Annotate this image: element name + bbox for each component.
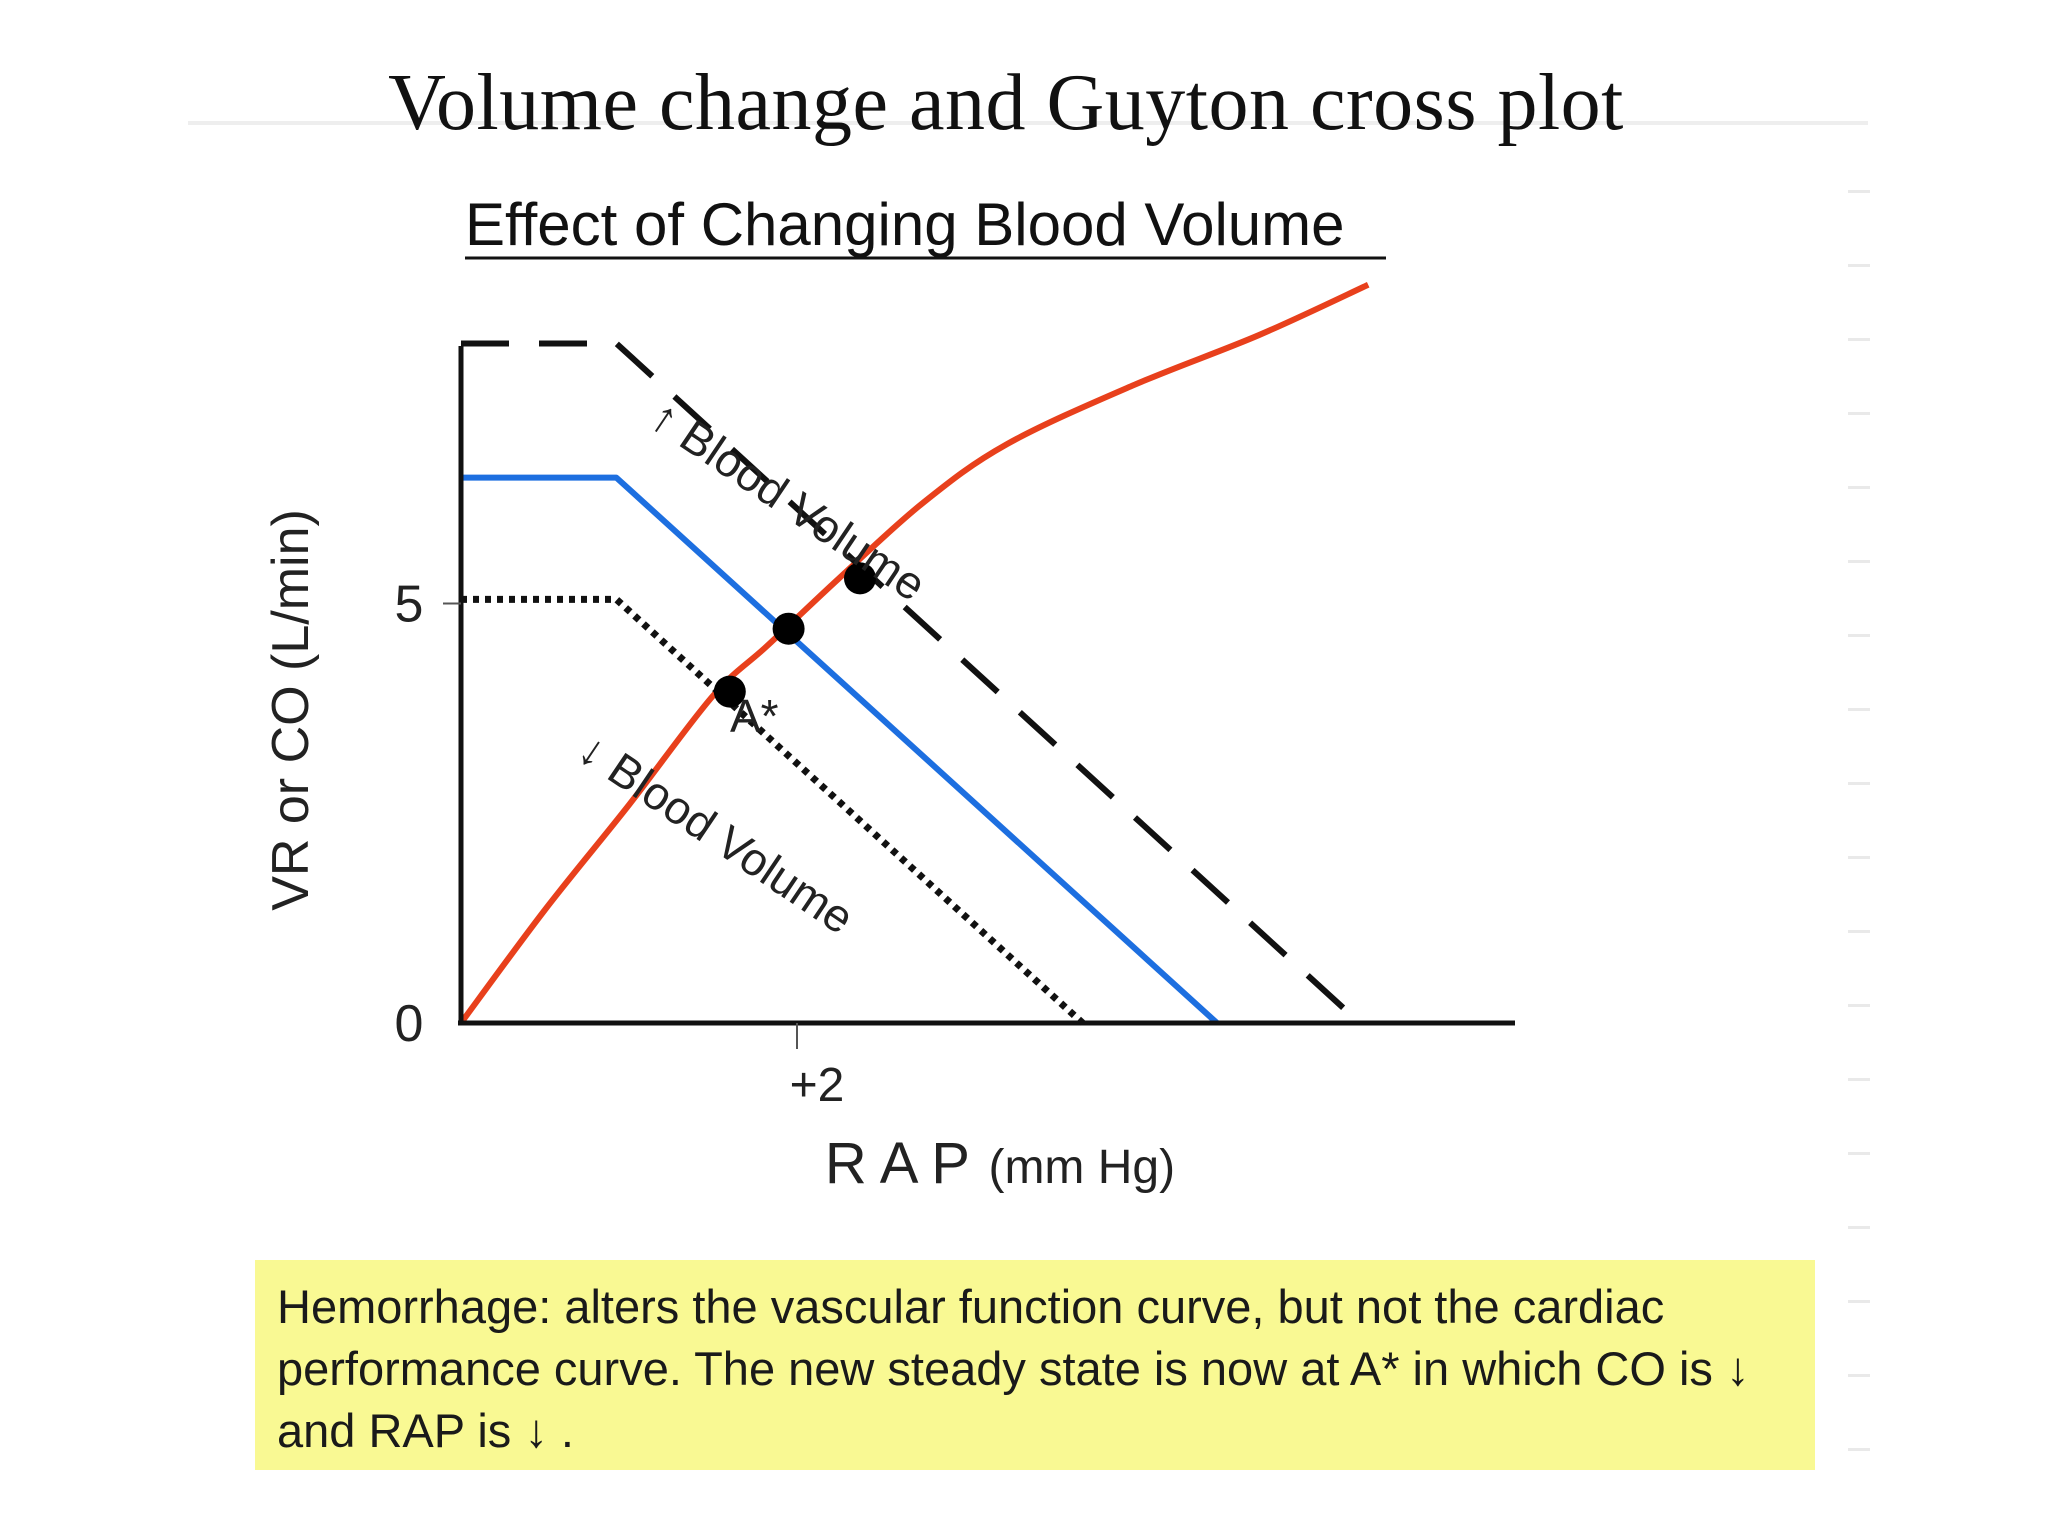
edge-mark: [1848, 782, 1870, 785]
decreased-volume-curve: [461, 595, 1085, 1026]
edge-mark: [1848, 560, 1870, 563]
edge-mark: [1848, 190, 1870, 193]
edge-mark: [1848, 634, 1870, 637]
equilibrium-point: [772, 612, 805, 645]
slide-title: Volume change and Guyton cross plot: [388, 59, 1624, 147]
slide-edge-marks: [1848, 190, 1870, 1480]
chart-title: Effect of Changing Blood Volume: [465, 191, 1345, 258]
explanation-note: Hemorrhage: alters the vascular function…: [255, 1260, 1815, 1470]
edge-mark: [1848, 856, 1870, 859]
x-axis-label-unit: (mm Hg): [988, 1141, 1175, 1194]
equilibrium-point-a-star: [713, 675, 746, 708]
edge-mark: [1848, 1448, 1870, 1451]
increase-blood-volume-label: ↑ Blood Volume: [641, 389, 935, 611]
edge-mark: [1848, 486, 1870, 489]
cardiac-function-curve: [458, 282, 1370, 1025]
edge-mark: [1848, 412, 1870, 415]
x-tick-label: +2: [790, 1059, 845, 1112]
edge-mark: [1848, 1374, 1870, 1377]
edge-mark: [1848, 338, 1870, 341]
tick-layer: 0 5 +2: [395, 576, 845, 1112]
equilibrium-point: [844, 562, 876, 595]
normal-vascular-function-curve: [461, 474, 1220, 1026]
series-layer: [458, 282, 1370, 1026]
edge-mark: [1848, 708, 1870, 711]
point-layer: [713, 562, 876, 708]
decrease-blood-volume-label: ↓ Blood Volume: [569, 722, 863, 944]
edge-mark: [1848, 1004, 1870, 1007]
title-underline-rule: [188, 121, 1868, 125]
increased-volume-curve: [461, 340, 1362, 1026]
x-axis-label: R A P (mm Hg): [825, 1131, 1175, 1196]
edge-mark: [1848, 1152, 1870, 1155]
point-a-star-label: A*: [730, 690, 779, 742]
guyton-cross-plot-chart: Effect of Changing Blood Volume 0 5 +2 ↑ B…: [262, 191, 1515, 1196]
y-axis-label: VR or CO (L/min): [262, 509, 320, 911]
edge-mark: [1848, 1300, 1870, 1303]
edge-mark: [1848, 264, 1870, 267]
x-axis-label-main: R A P: [825, 1131, 970, 1196]
y-tick-label: 5: [395, 576, 424, 634]
y-tick-label: 0: [395, 995, 424, 1053]
edge-mark: [1848, 930, 1870, 933]
edge-mark: [1848, 1078, 1870, 1081]
edge-mark: [1848, 1226, 1870, 1229]
